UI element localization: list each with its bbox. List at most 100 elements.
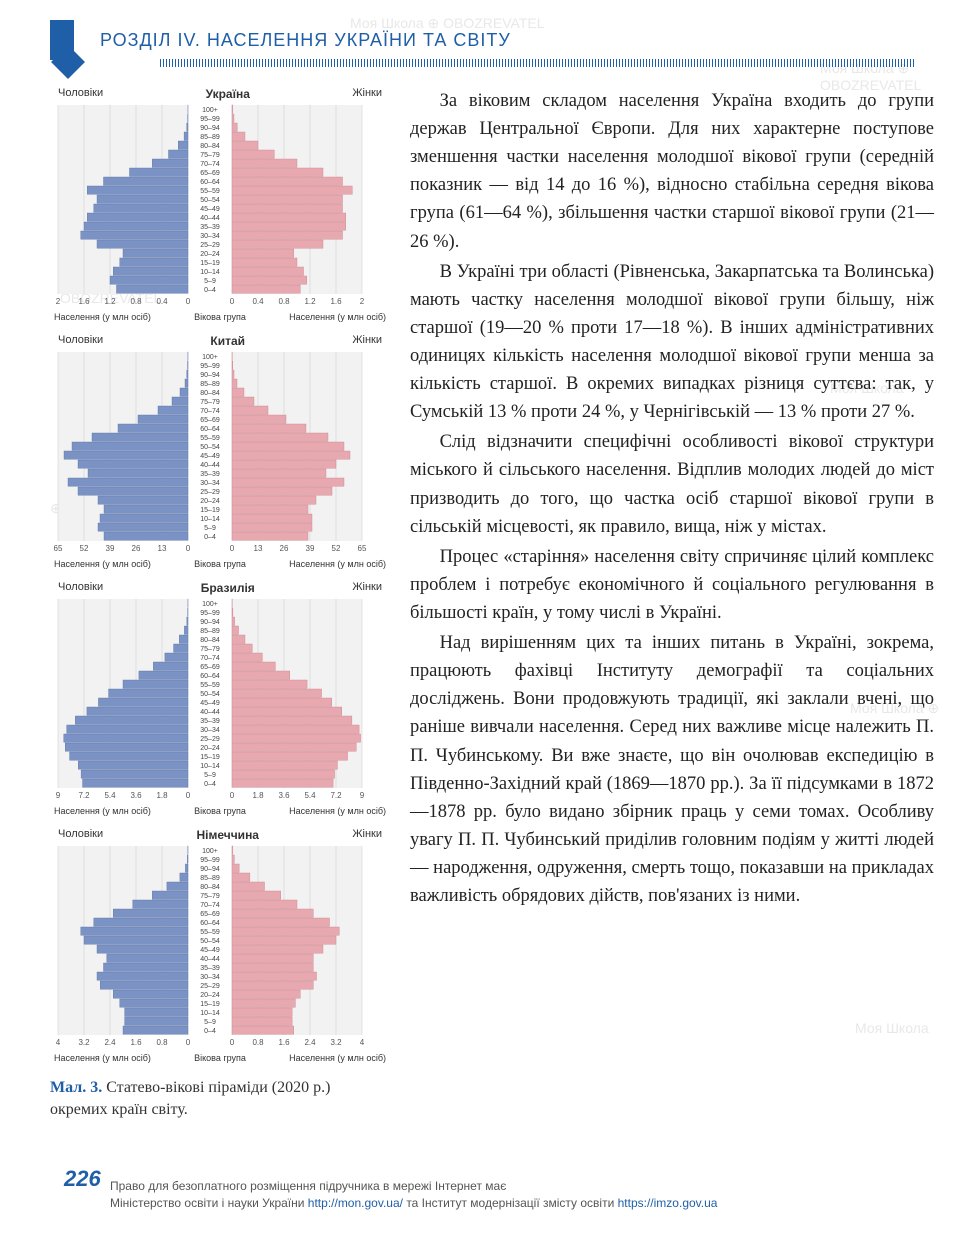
axis-right-label: Населення (у млн осіб) [289, 806, 386, 816]
pyramid-block: Чоловіки Україна Жінки 2 2 1.6 1.6 1.2 1.2 0.8… [50, 87, 390, 322]
svg-text:75–79: 75–79 [200, 893, 220, 900]
pyramid-chart: 997.27.25.45.43.63.61.81.800100+95–9990–… [50, 595, 380, 806]
svg-text:35–39: 35–39 [200, 224, 220, 231]
svg-text:50–54: 50–54 [200, 938, 220, 945]
svg-text:40–44: 40–44 [200, 215, 220, 222]
svg-text:3.6: 3.6 [278, 791, 290, 800]
svg-text:0.4: 0.4 [252, 297, 264, 306]
axis-center-label: Вікова група [194, 312, 246, 322]
svg-text:95–99: 95–99 [200, 857, 220, 864]
svg-text:50–54: 50–54 [200, 691, 220, 698]
svg-text:5–9: 5–9 [204, 1019, 216, 1026]
female-label: Жінки [352, 87, 382, 101]
svg-text:3.2: 3.2 [330, 1038, 342, 1047]
svg-text:1.8: 1.8 [252, 791, 264, 800]
svg-text:65–69: 65–69 [200, 170, 220, 177]
svg-text:65–69: 65–69 [200, 911, 220, 918]
svg-text:0.8: 0.8 [156, 1038, 168, 1047]
svg-text:39: 39 [306, 544, 315, 553]
svg-text:100+: 100+ [202, 107, 218, 114]
svg-text:5.4: 5.4 [304, 791, 316, 800]
svg-text:15–19: 15–19 [200, 260, 220, 267]
svg-text:1.6: 1.6 [330, 297, 342, 306]
svg-text:1.6: 1.6 [78, 297, 90, 306]
footer-link-2[interactable]: https://imzo.gov.ua [618, 1196, 718, 1210]
svg-text:60–64: 60–64 [200, 179, 220, 186]
svg-text:0: 0 [230, 544, 235, 553]
pyramid-country-title: Україна [206, 87, 250, 101]
svg-text:85–89: 85–89 [200, 628, 220, 635]
axis-left-label: Населення (у млн осіб) [54, 559, 151, 569]
male-label: Чоловіки [58, 334, 103, 348]
svg-text:52: 52 [332, 544, 341, 553]
pyramid-block: Чоловіки Німеччина Жінки 443.23.22.42.41… [50, 828, 390, 1063]
axis-center-label: Вікова група [194, 806, 246, 816]
svg-text:52: 52 [80, 544, 89, 553]
body-text-column: За віковим складом населення Україна вхо… [410, 87, 934, 1122]
page-number: 226 [64, 1166, 101, 1192]
svg-text:2.4: 2.4 [104, 1038, 116, 1047]
svg-text:60–64: 60–64 [200, 920, 220, 927]
svg-text:1.2: 1.2 [304, 297, 316, 306]
svg-text:25–29: 25–29 [200, 736, 220, 743]
svg-text:20–24: 20–24 [200, 992, 220, 999]
footer-line2-prefix: Міністерство освіти і науки України [110, 1196, 308, 1210]
pyramid-block: Чоловіки Китай Жінки 6565525239392626131… [50, 334, 390, 569]
axis-center-label: Вікова група [194, 559, 246, 569]
svg-text:2: 2 [56, 297, 61, 306]
svg-text:65: 65 [358, 544, 367, 553]
svg-text:3.6: 3.6 [130, 791, 142, 800]
male-label: Чоловіки [58, 87, 103, 101]
body-paragraph: Процес «старіння» населення світу спричи… [410, 543, 934, 627]
footer-link-1[interactable]: http://mon.gov.ua/ [308, 1196, 403, 1210]
axis-left-label: Населення (у млн осіб) [54, 312, 151, 322]
svg-text:1.6: 1.6 [130, 1038, 142, 1047]
svg-text:80–84: 80–84 [200, 143, 220, 150]
svg-text:80–84: 80–84 [200, 390, 220, 397]
body-paragraph: Слід відзначити специфічні особливості в… [410, 428, 934, 540]
svg-text:1.2: 1.2 [104, 297, 116, 306]
body-paragraph: За віковим складом населення Україна вхо… [410, 87, 934, 256]
svg-text:35–39: 35–39 [200, 718, 220, 725]
svg-text:5–9: 5–9 [204, 525, 216, 532]
male-label: Чоловіки [58, 581, 103, 595]
svg-text:7.2: 7.2 [330, 791, 342, 800]
svg-text:13: 13 [254, 544, 263, 553]
axis-center-label: Вікова група [194, 1053, 246, 1063]
svg-text:1.6: 1.6 [278, 1038, 290, 1047]
svg-text:50–54: 50–54 [200, 197, 220, 204]
svg-text:85–89: 85–89 [200, 134, 220, 141]
svg-text:45–49: 45–49 [200, 700, 220, 707]
svg-text:2: 2 [360, 297, 365, 306]
pyramid-chart: 6565525239392626131300100+95–9990–9485–8… [50, 348, 380, 559]
female-label: Жінки [352, 828, 382, 842]
axis-left-label: Населення (у млн осіб) [54, 1053, 151, 1063]
svg-text:0.4: 0.4 [156, 297, 168, 306]
svg-text:26: 26 [132, 544, 141, 553]
svg-text:75–79: 75–79 [200, 152, 220, 159]
svg-text:4: 4 [56, 1038, 61, 1047]
pyramid-chart: 443.23.22.42.41.61.60.80.800100+95–9990–… [50, 842, 380, 1053]
svg-text:10–14: 10–14 [200, 1010, 220, 1017]
svg-text:30–34: 30–34 [200, 233, 220, 240]
svg-text:10–14: 10–14 [200, 763, 220, 770]
footer-text: Право для безоплатного розміщення підруч… [110, 1178, 717, 1212]
footer-line1: Право для безоплатного розміщення підруч… [110, 1179, 506, 1193]
svg-text:15–19: 15–19 [200, 507, 220, 514]
svg-text:0.8: 0.8 [278, 297, 290, 306]
svg-text:0: 0 [230, 791, 235, 800]
svg-text:9: 9 [56, 791, 61, 800]
svg-text:90–94: 90–94 [200, 125, 220, 132]
svg-text:10–14: 10–14 [200, 269, 220, 276]
svg-text:45–49: 45–49 [200, 206, 220, 213]
svg-text:100+: 100+ [202, 848, 218, 855]
svg-text:3.2: 3.2 [78, 1038, 90, 1047]
svg-text:70–74: 70–74 [200, 161, 220, 168]
svg-text:5–9: 5–9 [204, 772, 216, 779]
svg-text:75–79: 75–79 [200, 399, 220, 406]
svg-text:40–44: 40–44 [200, 956, 220, 963]
figure-caption: Мал. 3. Статево-вікові піраміди (2020 р.… [50, 1077, 390, 1122]
svg-text:45–49: 45–49 [200, 453, 220, 460]
svg-text:70–74: 70–74 [200, 408, 220, 415]
svg-text:60–64: 60–64 [200, 426, 220, 433]
